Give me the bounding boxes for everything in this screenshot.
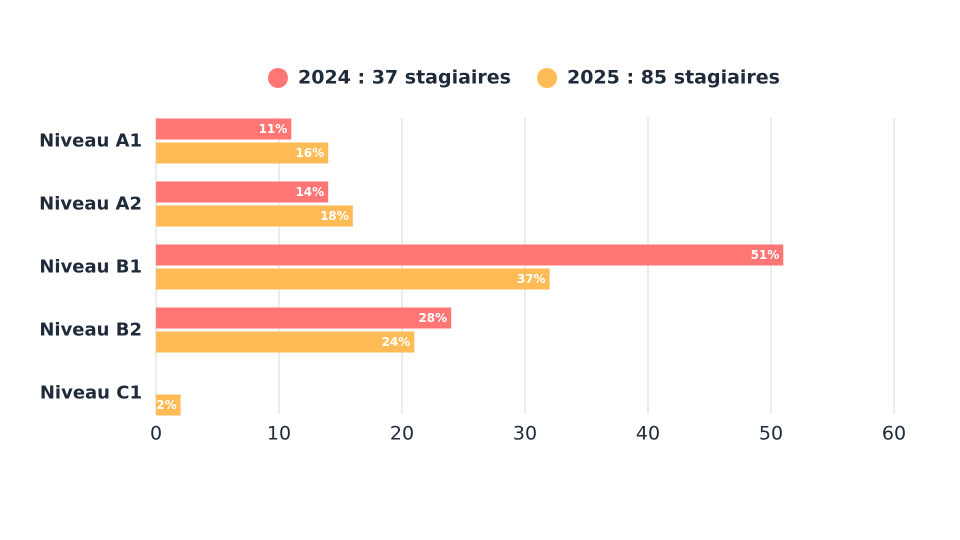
x-tick-label: 40 (636, 423, 660, 445)
data-label: 28% (418, 311, 447, 325)
bar (156, 118, 292, 140)
y-tick-label: Niveau A1 (39, 131, 142, 152)
x-tick-label: 30 (513, 423, 537, 445)
y-tick-label: Niveau B2 (39, 320, 142, 341)
bar (156, 331, 415, 353)
data-label: 24% (382, 335, 411, 349)
legend-label: 2025 : 85 stagiaires (567, 67, 780, 89)
data-label: 18% (320, 209, 349, 223)
data-label: 2% (156, 398, 176, 412)
data-label: 51% (751, 248, 780, 262)
data-label: 14% (295, 185, 324, 199)
bar (156, 244, 784, 266)
x-tick-label: 10 (267, 423, 291, 445)
x-tick-label: 20 (390, 423, 414, 445)
y-tick-label: Niveau B1 (39, 257, 142, 278)
x-tick-label: 50 (759, 423, 783, 445)
y-tick-label: Niveau A2 (39, 194, 142, 215)
bar (156, 205, 353, 227)
data-label: 16% (295, 146, 324, 160)
legend-swatch (268, 68, 288, 88)
legend-label: 2024 : 37 stagiaires (298, 67, 511, 89)
bar (156, 394, 181, 416)
bar (156, 307, 452, 329)
bar (156, 181, 329, 203)
bar (156, 142, 329, 164)
bar (156, 268, 550, 290)
x-tick-label: 60 (882, 423, 906, 445)
data-label: 37% (517, 272, 546, 286)
legend-swatch (537, 68, 557, 88)
y-tick-label: Niveau C1 (40, 383, 142, 404)
x-tick-label: 0 (150, 423, 162, 445)
data-label: 11% (259, 122, 288, 136)
